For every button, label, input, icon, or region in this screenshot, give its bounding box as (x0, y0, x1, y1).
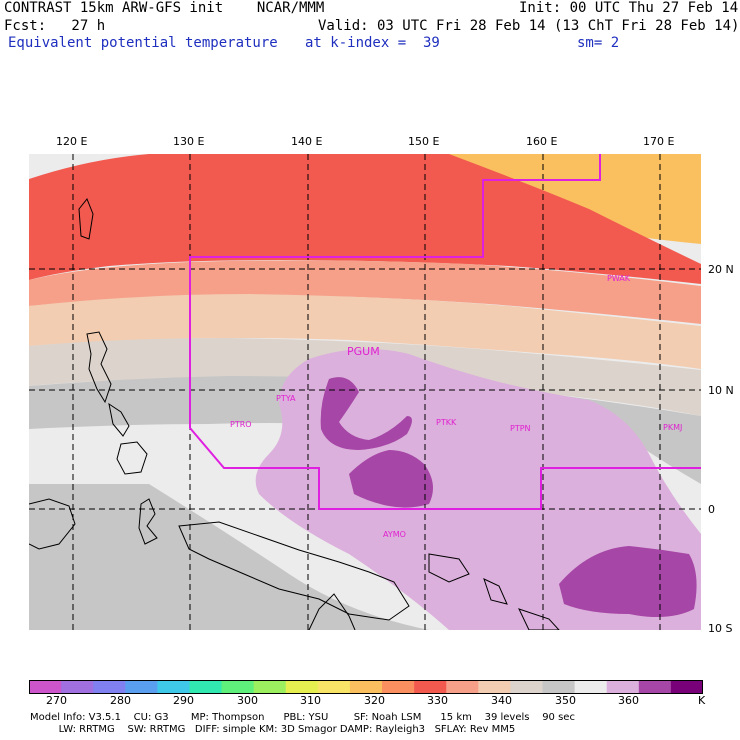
colorbar-label-310: 310 (300, 694, 321, 707)
header-line1-left: CONTRAST 15km ARW-GFS init NCAR/MMM (4, 0, 325, 16)
colorbar-swatch (157, 680, 190, 694)
colorbar-label-340: 340 (491, 694, 512, 707)
lon-label-160e: 160 E (526, 135, 558, 148)
band-gray-east (549, 394, 701, 484)
band-peach (29, 294, 701, 369)
colorbar-swatch (670, 680, 703, 694)
station-ptya: PTYA (276, 394, 296, 403)
colorbar-swatch (574, 680, 608, 694)
coast-australia (308, 593, 356, 630)
lon-label-170e: 170 E (643, 135, 675, 148)
colorbar-label-290: 290 (173, 694, 194, 707)
colorbar-unit: K (698, 694, 706, 707)
colorbar-swatch (349, 680, 383, 694)
region-dark-purple-3 (559, 546, 697, 618)
nest-domain-boundary (189, 154, 701, 510)
colorbar-swatch (253, 680, 287, 694)
header-line2-left: Fcst: 27 h (4, 18, 106, 34)
colorbar-swatch (382, 680, 415, 694)
lat-label-0: 0 (708, 503, 715, 516)
colorbar-swatch (478, 680, 511, 694)
colorbar-swatch (510, 680, 544, 694)
footer-model-info: Model Info: V3.5.1 CU: G3 MP: Thompson P… (30, 712, 575, 723)
station-pkmj: PKMJ (663, 423, 683, 432)
colorbar-swatch (414, 680, 447, 694)
coast-new-britain (428, 553, 470, 583)
coast-bougainville (483, 578, 508, 605)
station-pwak: PWAK (607, 274, 631, 283)
colorbar-swatch (606, 680, 640, 694)
map-panel (29, 154, 701, 630)
band-gray-sw (29, 484, 429, 630)
colorbar-swatch (285, 680, 319, 694)
colorbar-swatch (93, 680, 126, 694)
lon-label-130e: 130 E (173, 135, 205, 148)
colorbar-swatch (638, 680, 672, 694)
header-line2-right: Valid: 03 UTC Fri 28 Feb 14 (13 ChT Fri … (318, 18, 740, 34)
colorbar-label-300: 300 (237, 694, 258, 707)
coast-solomons (518, 608, 560, 630)
colorbar-label-320: 320 (364, 694, 385, 707)
region-dark-purple-1 (320, 377, 412, 450)
colorbar-swatch (317, 680, 351, 694)
lat-label-10s: 10 S (708, 622, 733, 635)
footer-physics-info: LW: RRTMG SW: RRTMG DIFF: simple KM: 3D … (30, 724, 516, 735)
colorbar-label-270: 270 (46, 694, 67, 707)
colorbar (29, 680, 703, 694)
station-ptro: PTRO (230, 420, 252, 429)
level-label: at k-index = 39 (305, 35, 440, 51)
lon-label-120e: 120 E (56, 135, 88, 148)
colorbar-label-350: 350 (555, 694, 576, 707)
coast-mindanao (116, 441, 148, 475)
colorbar-label-360: 360 (618, 694, 639, 707)
coast-taiwan (78, 198, 94, 240)
colorbar-border (29, 680, 703, 694)
colorbar-swatch (189, 680, 223, 694)
header-line1-right: Init: 00 UTC Thu 27 Feb 14 (519, 0, 739, 16)
colorbar-swatch (221, 680, 255, 694)
coast-luzon (86, 331, 112, 404)
lat-label-10n: 10 N (708, 384, 734, 397)
band-red (29, 154, 701, 284)
smoothing-label: sm= 2 (577, 35, 620, 51)
colorbar-swatch (542, 680, 576, 694)
lon-label-150e: 150 E (408, 135, 440, 148)
coast-new-guinea (178, 521, 410, 621)
field-name: Equivalent potential temperature (8, 35, 278, 51)
colorbar-label-280: 280 (110, 694, 131, 707)
colorbar-swatch (125, 680, 158, 694)
coast-borneo (29, 498, 76, 550)
colorbar-swatch (446, 680, 479, 694)
colorbar-swatch (61, 680, 94, 694)
station-ptpn: PTPN (510, 424, 531, 433)
region-dark-purple-2 (349, 450, 433, 508)
station-ptkk: PTKK (436, 418, 457, 427)
station-aymo: AYMO (383, 530, 406, 539)
colorbar-swatch (29, 680, 62, 694)
coast-visayas (108, 402, 130, 437)
colorbar-label-330: 330 (427, 694, 448, 707)
lat-label-20n: 20 N (708, 263, 734, 276)
station-pgum: PGUM (347, 345, 380, 358)
coastlines (29, 198, 560, 630)
lon-label-140e: 140 E (291, 135, 323, 148)
coast-sulawesi (138, 498, 158, 545)
band-salmon (29, 260, 701, 324)
